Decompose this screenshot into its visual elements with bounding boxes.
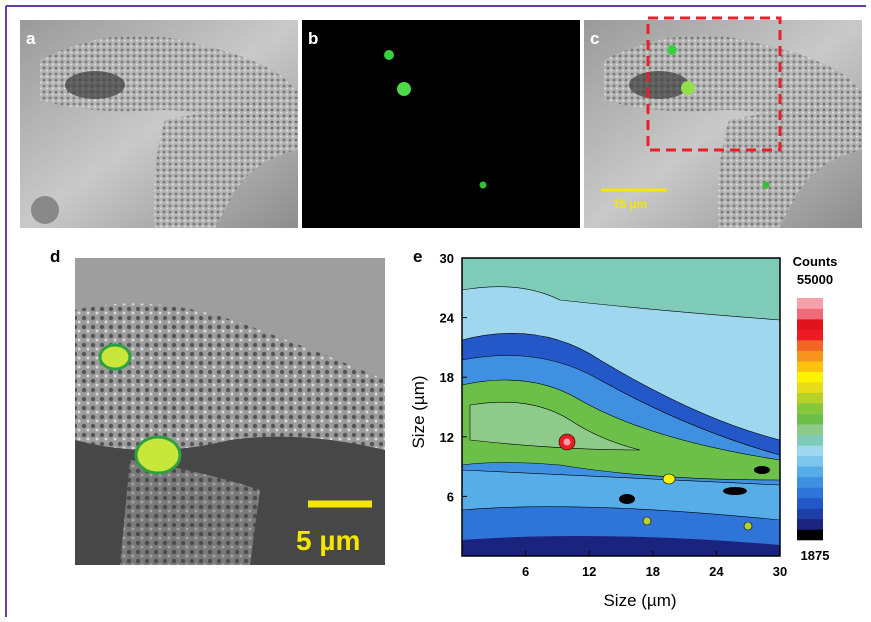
colorbar-swatch <box>797 487 823 498</box>
panel-d: d 5 µm <box>50 247 385 565</box>
colorbar-swatch <box>797 519 823 530</box>
scale-bar-label: 15 µm <box>613 197 647 211</box>
panel-label: a <box>26 29 36 48</box>
colorbar-title: Counts <box>793 254 838 269</box>
colorbar-swatch <box>797 372 823 383</box>
x-tick-label: 30 <box>773 564 787 579</box>
colorbar-swatch <box>797 477 823 488</box>
colorbar-swatch <box>797 393 823 404</box>
panel-c: 15 µm c <box>584 18 862 228</box>
colorbar-min-label: 1875 <box>801 548 830 563</box>
colorbar-swatch <box>797 445 823 456</box>
panel-e: e Counts 55000 1875 Size (µm) Size (µm) … <box>409 247 837 610</box>
y-axis-label: Size (µm) <box>409 375 428 448</box>
colorbar-swatch <box>797 424 823 435</box>
colorbar-swatch <box>797 351 823 362</box>
colorbar-swatch <box>797 319 823 330</box>
colorbar-swatch <box>797 340 823 351</box>
scale-bar-label: 5 µm <box>296 525 360 556</box>
panel-label: e <box>413 247 422 266</box>
colorbar-swatch <box>797 435 823 446</box>
panel-a: a <box>20 20 298 228</box>
x-tick-label: 12 <box>582 564 596 579</box>
y-tick-label: 18 <box>440 370 454 385</box>
contour-field <box>462 258 780 556</box>
y-tick-label: 12 <box>440 430 454 445</box>
x-tick-label: 6 <box>522 564 529 579</box>
x-tick-label: 24 <box>709 564 724 579</box>
colorbar-swatch <box>797 414 823 425</box>
y-tick-label: 6 <box>447 489 454 504</box>
colorbar-swatch <box>797 508 823 519</box>
panel-b: b <box>302 20 580 228</box>
y-tick-label: 24 <box>440 311 455 326</box>
panel-label: d <box>50 247 60 266</box>
panel-label: c <box>590 29 599 48</box>
colorbar-swatch <box>797 309 823 320</box>
colorbar-swatch <box>797 361 823 372</box>
colorbar-swatch <box>797 330 823 341</box>
x-tick-label: 18 <box>646 564 660 579</box>
panel-label: b <box>308 29 318 48</box>
colorbar-swatch <box>797 498 823 509</box>
colorbar-swatch <box>797 529 823 540</box>
colorbar-swatch <box>797 456 823 467</box>
colorbar-max-label: 55000 <box>797 272 833 287</box>
x-axis-label: Size (µm) <box>603 591 676 610</box>
figure: a b 15 µm c d 5 µm e <box>0 0 871 617</box>
colorbar-swatch <box>797 382 823 393</box>
colorbar-swatch <box>797 466 823 477</box>
colorbar-swatch <box>797 403 823 414</box>
colorbar-swatch <box>797 298 823 309</box>
y-tick-label: 30 <box>440 251 454 266</box>
